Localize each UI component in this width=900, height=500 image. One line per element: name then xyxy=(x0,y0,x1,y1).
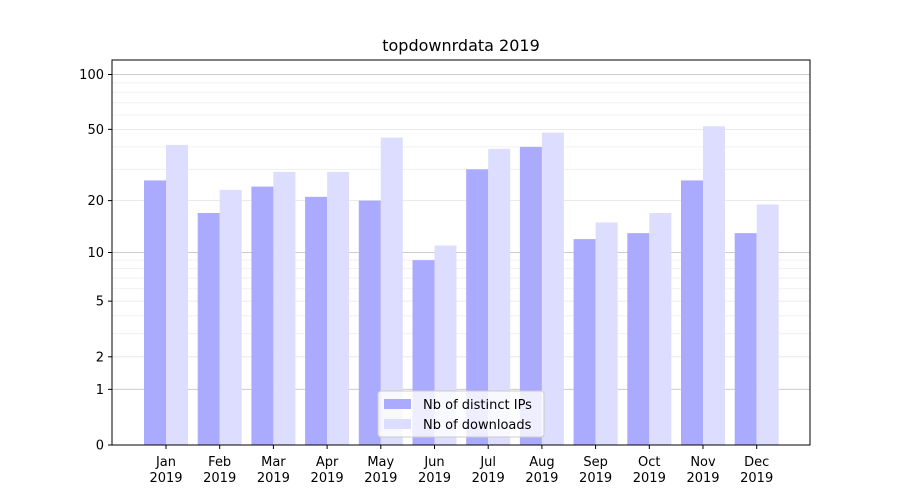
x-tick-label-month: Mar xyxy=(261,455,286,470)
bar-distinct-ips xyxy=(358,200,381,445)
x-tick-label-year: 2019 xyxy=(686,471,719,486)
x-tick-label-month: Oct xyxy=(638,455,660,470)
bar-distinct-ips xyxy=(627,233,650,445)
y-tick-label: 20 xyxy=(87,194,104,209)
bar-downloads xyxy=(649,212,672,445)
bar-downloads xyxy=(327,171,350,445)
bar-distinct-ips xyxy=(251,186,274,445)
x-tick-label-month: Dec xyxy=(744,455,769,470)
x-tick-label-month: Jul xyxy=(479,455,496,470)
bar-distinct-ips xyxy=(519,146,542,445)
x-tick-label-month: May xyxy=(367,455,394,470)
x-tick-label-month: Jun xyxy=(423,455,444,470)
bar-downloads xyxy=(166,144,188,445)
y-tick-label: 50 xyxy=(87,123,104,138)
legend-swatch xyxy=(384,419,411,429)
x-tick-label-year: 2019 xyxy=(633,471,666,486)
legend-swatch xyxy=(384,399,411,409)
legend-box xyxy=(377,390,545,438)
chart-title: topdownrdata 2019 xyxy=(382,36,540,55)
x-tick-label-year: 2019 xyxy=(364,471,397,486)
x-tick-label-year: 2019 xyxy=(311,471,344,486)
bar-distinct-ips xyxy=(734,233,757,445)
axes: Jan2019Feb2019Mar2019Apr2019May2019Jun20… xyxy=(79,59,811,486)
bar-distinct-ips xyxy=(573,239,596,445)
legend-label: Nb of distinct IPs xyxy=(423,398,532,413)
bar-downloads xyxy=(219,189,242,445)
x-tick-label-month: Jan xyxy=(155,455,176,470)
x-tick-label-year: 2019 xyxy=(149,471,182,486)
bar-downloads xyxy=(703,126,725,445)
bar-distinct-ips xyxy=(466,169,489,445)
bar-downloads xyxy=(541,132,564,446)
x-tick-label-year: 2019 xyxy=(257,471,290,486)
y-tick-label: 0 xyxy=(96,439,104,454)
legend: Nb of distinct IPs Nb of downloads xyxy=(377,390,545,438)
y-tick-label: 100 xyxy=(79,68,104,83)
x-tick-label-month: Feb xyxy=(208,455,231,470)
x-tick-label-year: 2019 xyxy=(579,471,612,486)
bar-distinct-ips xyxy=(305,196,328,445)
y-tick-label: 2 xyxy=(96,350,104,365)
x-tick-label-year: 2019 xyxy=(472,471,505,486)
x-tick-label-month: Apr xyxy=(316,455,339,470)
y-tick-label: 10 xyxy=(87,246,104,261)
bar-downloads xyxy=(488,148,511,445)
bar-distinct-ips xyxy=(197,212,220,445)
x-tick-label-month: Aug xyxy=(529,455,554,470)
legend-label: Nb of downloads xyxy=(423,418,532,433)
y-tick-label: 1 xyxy=(96,383,104,398)
bar-downloads xyxy=(380,137,403,445)
bar-downloads xyxy=(595,222,618,445)
plot-frame xyxy=(111,59,811,446)
x-tick-label-month: Sep xyxy=(583,455,608,470)
bar-downloads xyxy=(756,204,779,445)
bar-downloads xyxy=(273,171,296,445)
x-tick-label-year: 2019 xyxy=(740,471,773,486)
x-tick-label-month: Nov xyxy=(690,455,716,470)
bar-distinct-ips xyxy=(681,180,703,446)
x-tick-label-year: 2019 xyxy=(418,471,451,486)
y-tick-label: 5 xyxy=(96,295,104,310)
x-tick-label-year: 2019 xyxy=(525,471,558,486)
bar-distinct-ips xyxy=(144,180,166,446)
x-tick-label-year: 2019 xyxy=(203,471,236,486)
